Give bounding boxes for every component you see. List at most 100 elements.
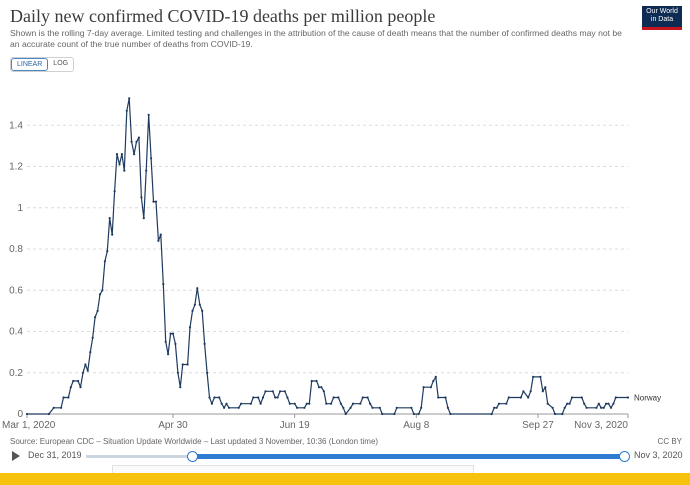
data-point [108, 217, 111, 220]
data-point [422, 386, 425, 389]
footer-band [0, 473, 690, 485]
data-point [607, 402, 610, 405]
data-point [303, 406, 306, 409]
data-point [69, 386, 72, 389]
data-point [77, 379, 80, 383]
data-point [179, 386, 182, 389]
data-point [544, 386, 547, 389]
y-tick-label: 1.2 [9, 162, 23, 173]
data-point [213, 396, 216, 399]
data-point [279, 390, 282, 393]
data-point [176, 371, 179, 374]
data-point [566, 402, 569, 405]
data-point [106, 250, 109, 253]
data-point [60, 406, 63, 409]
data-point [446, 406, 449, 409]
data-point [286, 396, 289, 399]
x-tick-label: Sep 27 [522, 420, 554, 431]
data-point [62, 396, 65, 399]
data-point [539, 375, 542, 378]
data-point [330, 402, 333, 405]
data-point [432, 379, 435, 383]
data-point [532, 375, 535, 378]
data-point [614, 396, 617, 399]
data-point [505, 402, 508, 405]
data-point [237, 406, 240, 409]
data-point [137, 136, 140, 139]
timeline-slider: Dec 31, 2019 Nov 3, 2020 [0, 447, 690, 465]
data-point [437, 396, 440, 399]
data-point [495, 406, 498, 409]
x-tick-label: Apr 30 [158, 420, 188, 431]
data-point [227, 406, 231, 409]
data-point [583, 402, 586, 405]
data-point [322, 390, 325, 393]
data-point [96, 309, 99, 312]
scale-toggle: LINEAR LOG [10, 57, 75, 72]
y-tick-label: 0.4 [9, 327, 23, 338]
data-point [86, 369, 89, 372]
data-point [203, 342, 206, 345]
data-point [551, 406, 554, 409]
chart-subtitle: Shown is the rolling 7-day average. Limi… [10, 28, 622, 49]
data-point [72, 379, 75, 383]
data-point [128, 97, 131, 100]
data-point [595, 406, 598, 409]
data-point [123, 169, 126, 172]
owid-logo[interactable]: Our World in Data [642, 6, 682, 30]
data-point [444, 396, 447, 399]
data-point [381, 412, 384, 416]
timeline-start-label: Dec 31, 2019 [28, 450, 82, 460]
data-point [369, 402, 372, 405]
data-point [191, 309, 194, 312]
timeline-start-handle[interactable] [187, 451, 198, 462]
data-point [320, 386, 323, 389]
data-point [332, 396, 335, 399]
data-point [293, 402, 296, 405]
license-link[interactable]: CC BY [657, 437, 682, 446]
data-point [305, 402, 308, 405]
data-point [434, 375, 437, 378]
data-point [378, 406, 381, 409]
data-point [561, 412, 564, 416]
data-point [490, 412, 493, 416]
y-tick-label: 1.4 [9, 120, 23, 131]
data-point [249, 402, 252, 405]
data-point [493, 406, 496, 409]
data-point [118, 163, 121, 166]
data-point [201, 309, 204, 312]
y-tick-label: 0.8 [9, 244, 23, 255]
data-point [103, 260, 106, 263]
data-point [420, 406, 423, 409]
data-point [150, 157, 153, 160]
data-point [602, 406, 605, 409]
data-point [210, 402, 213, 405]
linear-scale-button[interactable]: LINEAR [11, 58, 49, 71]
data-point [120, 153, 123, 156]
data-point [223, 406, 226, 409]
data-point [113, 190, 116, 193]
play-icon[interactable] [12, 451, 20, 461]
timeline-end-handle[interactable] [619, 451, 630, 462]
chart-title: Daily new confirmed COVID-19 deaths per … [10, 6, 436, 26]
data-point [449, 412, 452, 416]
x-tick-label: Mar 1, 2020 [2, 420, 56, 431]
data-point [395, 406, 398, 409]
data-point [585, 406, 588, 409]
data-point [580, 396, 583, 399]
data-point [626, 396, 630, 399]
log-scale-button[interactable]: LOG [53, 60, 69, 67]
line-chart[interactable]: 0 0.2 0.4 0.6 0.8 1 1.2 1.4 Mar 1, 2020 Apr 30 Jun… [0, 0, 690, 435]
data-point [342, 406, 345, 409]
data-point [133, 153, 136, 156]
data-point [522, 390, 525, 393]
data-point [225, 402, 228, 405]
data-point [541, 390, 544, 393]
data-point [218, 396, 221, 399]
data-point [147, 113, 150, 116]
data-point [196, 287, 199, 290]
data-point [371, 406, 374, 409]
data-point [208, 396, 211, 399]
data-point [568, 402, 571, 405]
data-point [412, 412, 415, 416]
